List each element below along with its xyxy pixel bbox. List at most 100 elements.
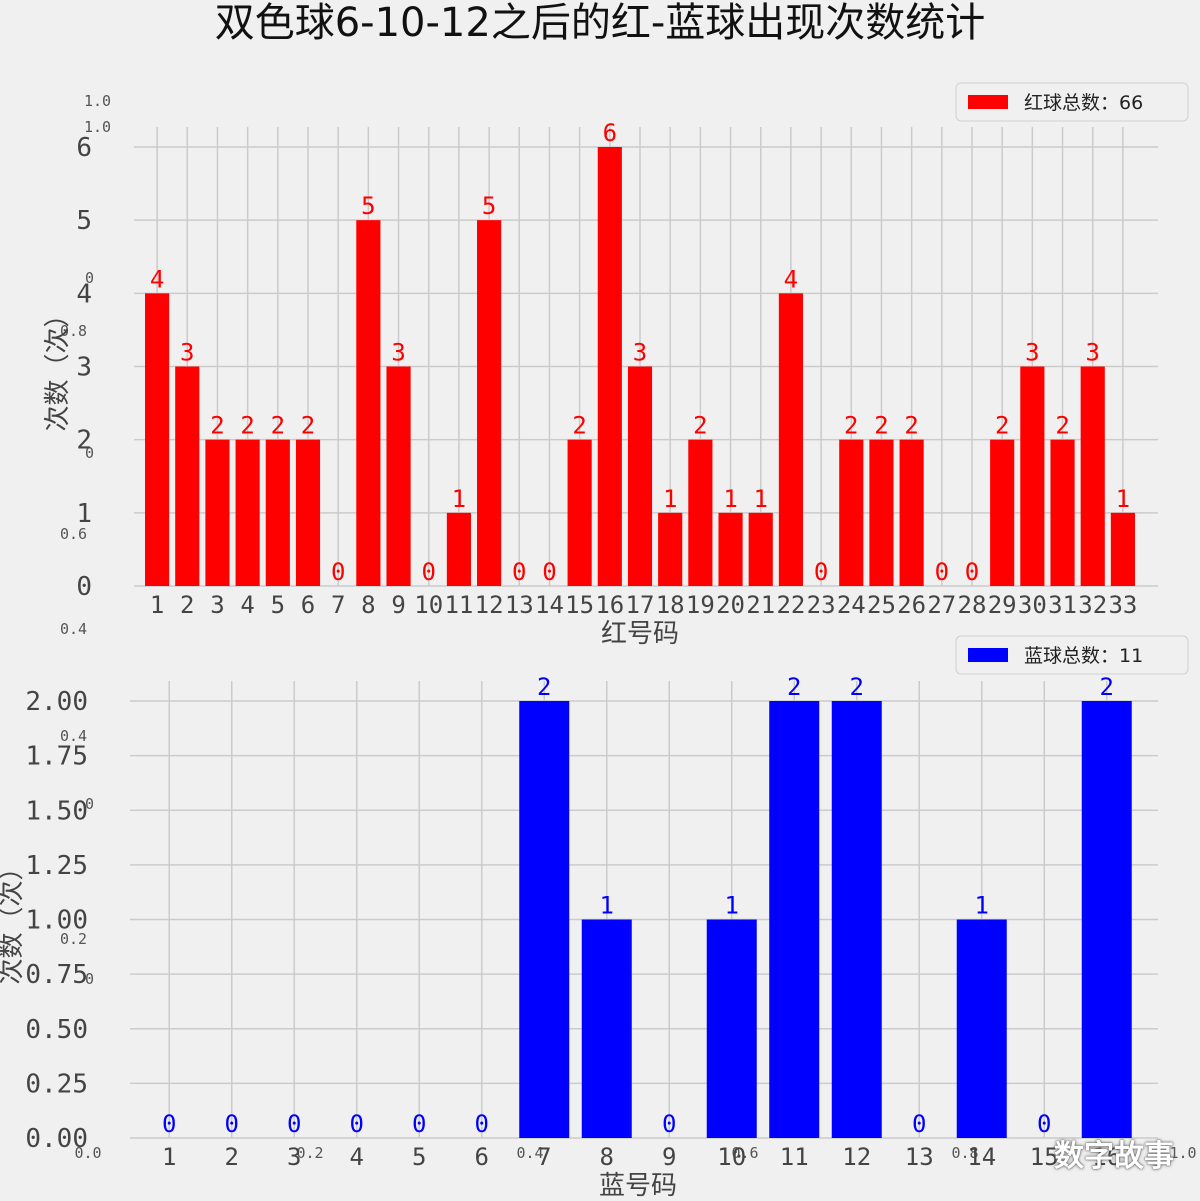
red-bar-value-label: 1 — [754, 485, 768, 513]
blue-bar — [769, 701, 820, 1138]
blue-x-axis-label: 蓝号码 — [599, 1171, 677, 1201]
bg-x-tick: 0.0 — [74, 1144, 101, 1162]
blue-x-tick-label: 7 — [537, 1143, 551, 1171]
red-y-tick-label: 1 — [76, 499, 92, 529]
blue-y-tick-label: 2.00 — [25, 687, 88, 717]
red-x-tick-label: 6 — [301, 591, 315, 619]
red-y-tick-label: 5 — [76, 206, 92, 236]
red-x-tick-label: 16 — [595, 591, 624, 619]
blue-x-tick-label: 12 — [842, 1143, 871, 1171]
blue-legend-box — [955, 635, 1189, 675]
red-bar-value-label: 1 — [723, 485, 737, 513]
blue-y-tick-label: 1.00 — [25, 906, 88, 936]
red-bar-value-label: 4 — [784, 265, 798, 293]
blue-bar-value-label: 2 — [850, 673, 864, 701]
red-x-axis-label: 红号码 — [601, 619, 679, 649]
red-x-tick-label: 28 — [958, 591, 987, 619]
red-x-tick-label: 19 — [686, 591, 715, 619]
red-bar — [446, 512, 471, 586]
blue-bar-value-label: 0 — [225, 1110, 239, 1138]
red-x-tick-label: 7 — [331, 591, 345, 619]
red-y-tick-label: 2 — [76, 426, 92, 456]
red-bar — [356, 220, 381, 586]
red-bar-value-label: 2 — [904, 412, 918, 440]
blue-bar-value-label: 0 — [1037, 1110, 1051, 1138]
bg-y-tick: 0 — [85, 444, 94, 462]
blue-bar — [1081, 701, 1132, 1138]
blue-bar-value-label: 0 — [412, 1110, 426, 1138]
blue-bar — [519, 701, 570, 1138]
blue-bar-value-label: 2 — [787, 673, 801, 701]
red-x-tick-label: 11 — [444, 591, 473, 619]
red-x-tick-label: 10 — [414, 591, 443, 619]
blue-bar-value-label: 1 — [975, 892, 989, 920]
red-bar — [778, 293, 803, 586]
chart-title: 双色球6-10-12之后的红-蓝球出现次数统计 — [214, 0, 986, 46]
red-bar-value-label: 0 — [512, 558, 526, 586]
blue-legend-swatch — [968, 648, 1008, 662]
red-bar-value-label: 0 — [542, 558, 556, 586]
red-y-tick-label: 0 — [76, 572, 92, 602]
bg-x-tick: 0.6 — [731, 1144, 758, 1162]
blue-x-tick-label: 8 — [600, 1143, 614, 1171]
red-bar-value-label: 2 — [271, 412, 285, 440]
red-bar — [990, 439, 1015, 586]
red-y-tick-label: 6 — [76, 133, 92, 163]
blue-x-tick-label: 1 — [162, 1143, 176, 1171]
red-bar — [627, 366, 653, 586]
blue-bar-value-label: 2 — [537, 673, 551, 701]
red-x-tick-label: 15 — [565, 591, 594, 619]
blue-bar — [956, 919, 1007, 1138]
bg-y-tick: 0.4 — [60, 620, 87, 638]
bg-y-tick: 1.0 — [84, 92, 111, 110]
red-bar-value-label: 0 — [331, 558, 345, 586]
red-x-tick-label: 23 — [807, 591, 836, 619]
blue-y-tick-label: 0.25 — [25, 1069, 88, 1099]
red-x-tick-label: 8 — [361, 591, 375, 619]
red-bar-value-label: 6 — [603, 119, 617, 147]
red-legend-swatch — [968, 95, 1008, 109]
red-bar-value-label: 2 — [572, 412, 586, 440]
blue-bar-value-label: 0 — [912, 1110, 926, 1138]
red-bar-value-label: 2 — [995, 412, 1009, 440]
red-x-tick-label: 14 — [535, 591, 564, 619]
blue-bar-value-label: 0 — [350, 1110, 364, 1138]
red-bar-value-label: 4 — [150, 265, 164, 293]
blue-x-tick-label: 10 — [717, 1143, 746, 1171]
red-bar — [205, 439, 230, 586]
red-x-tick-label: 9 — [391, 591, 405, 619]
red-y-tick-label: 3 — [76, 353, 92, 383]
bg-y-tick: 0.4 — [60, 727, 87, 745]
red-bar-value-label: 2 — [1055, 412, 1069, 440]
red-x-tick-label: 25 — [867, 591, 896, 619]
red-bar-value-label: 3 — [180, 339, 194, 367]
bg-y-tick: 0.8 — [60, 322, 87, 340]
blue-y-tick-label: 0.75 — [25, 960, 88, 990]
red-bar — [899, 439, 924, 586]
blue-bar-value-label: 0 — [475, 1110, 489, 1138]
red-bar — [869, 439, 894, 586]
red-x-tick-label: 30 — [1018, 591, 1047, 619]
blue-legend-label: 蓝球总数：11 — [1024, 645, 1143, 667]
red-x-tick-label: 29 — [988, 591, 1017, 619]
bg-y-tick: 0.6 — [60, 525, 87, 543]
red-x-tick-label: 21 — [746, 591, 775, 619]
blue-x-tick-label: 4 — [350, 1143, 364, 1171]
blue-bar — [831, 701, 882, 1138]
red-bar-value-label: 2 — [240, 412, 254, 440]
red-bar — [1020, 366, 1045, 586]
red-x-tick-label: 26 — [897, 591, 926, 619]
red-bar-value-label: 0 — [422, 558, 436, 586]
blue-y-tick-label: 1.75 — [25, 742, 88, 772]
blue-y-tick-label: 1.50 — [25, 796, 88, 826]
red-x-tick-label: 32 — [1078, 591, 1107, 619]
red-bar — [597, 147, 622, 586]
blue-x-tick-label: 6 — [475, 1143, 489, 1171]
red-x-tick-label: 31 — [1048, 591, 1077, 619]
red-bar — [1110, 512, 1135, 586]
red-bar-value-label: 1 — [1116, 485, 1130, 513]
red-x-tick-label: 5 — [271, 591, 285, 619]
blue-bar-value-label: 0 — [287, 1110, 301, 1138]
blue-x-tick-label: 11 — [780, 1143, 809, 1171]
blue-x-tick-label: 13 — [905, 1143, 934, 1171]
